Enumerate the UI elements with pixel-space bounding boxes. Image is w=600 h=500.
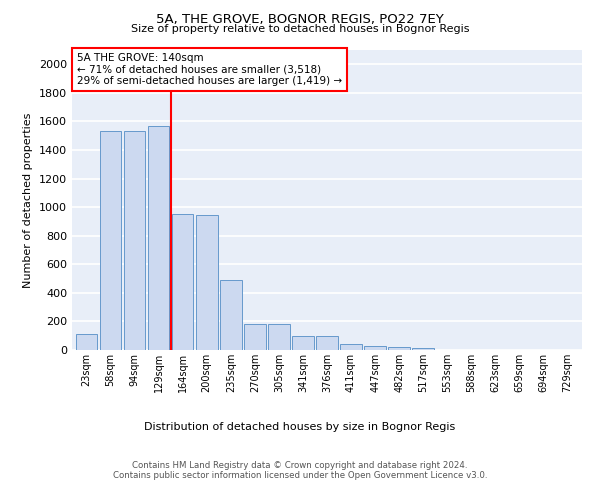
Bar — [220, 280, 242, 350]
Bar — [100, 130, 121, 350]
Bar — [124, 132, 145, 350]
Bar — [340, 344, 362, 350]
Bar — [76, 334, 97, 350]
Bar — [148, 126, 169, 350]
Bar — [196, 215, 218, 350]
Text: Size of property relative to detached houses in Bognor Regis: Size of property relative to detached ho… — [131, 24, 469, 34]
Bar — [292, 336, 314, 350]
Bar — [172, 214, 193, 350]
Bar — [244, 324, 266, 350]
Bar — [364, 346, 386, 350]
Bar — [316, 336, 338, 350]
Text: Distribution of detached houses by size in Bognor Regis: Distribution of detached houses by size … — [145, 422, 455, 432]
Bar — [412, 348, 434, 350]
Y-axis label: Number of detached properties: Number of detached properties — [23, 112, 34, 288]
Bar — [388, 347, 410, 350]
Text: 5A THE GROVE: 140sqm
← 71% of detached houses are smaller (3,518)
29% of semi-de: 5A THE GROVE: 140sqm ← 71% of detached h… — [77, 53, 342, 86]
Text: 5A, THE GROVE, BOGNOR REGIS, PO22 7EY: 5A, THE GROVE, BOGNOR REGIS, PO22 7EY — [156, 12, 444, 26]
Text: Contains HM Land Registry data © Crown copyright and database right 2024.
Contai: Contains HM Land Registry data © Crown c… — [113, 460, 487, 480]
Bar — [268, 324, 290, 350]
